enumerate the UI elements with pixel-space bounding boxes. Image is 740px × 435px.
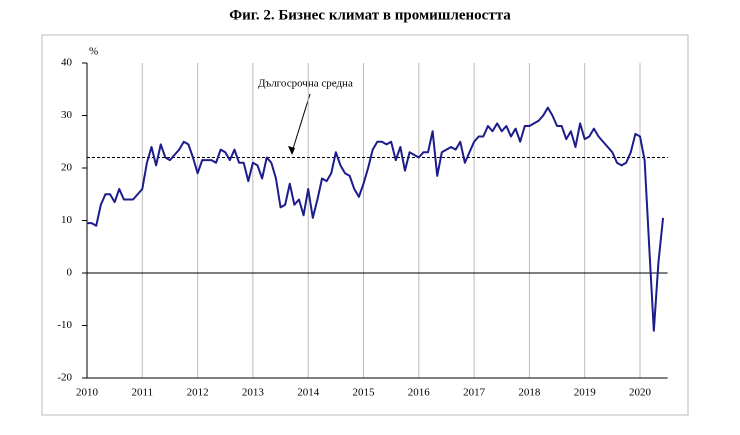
y-axis-label: % [89, 46, 98, 58]
y-tick-label: -10 [57, 319, 72, 331]
x-tick-label: 2010 [76, 387, 99, 399]
annotation: Дългосрочна средна [258, 78, 353, 90]
y-tick-label: 30 [61, 109, 73, 121]
x-tick-label: 2014 [297, 387, 320, 399]
x-tick-label: 2016 [408, 387, 431, 399]
x-tick-label: 2013 [242, 387, 265, 399]
x-tick-label: 2012 [187, 387, 209, 399]
chart-frame [41, 34, 689, 416]
x-tick-label: 2020 [629, 387, 652, 399]
y-tick-label: 0 [67, 267, 73, 279]
x-tick-label: 2017 [463, 387, 486, 399]
y-tick-label: -20 [57, 372, 72, 384]
x-tick-label: 2015 [353, 387, 376, 399]
arrow-head [288, 146, 295, 155]
data-line [87, 106, 665, 332]
x-tick-label: 2019 [574, 387, 597, 399]
y-tick-label: 10 [61, 214, 73, 226]
annotation-arrow [291, 93, 311, 153]
y-tick-label: 40 [61, 57, 73, 69]
y-tick-label: 20 [61, 162, 73, 174]
x-tick-label: 2011 [132, 387, 154, 399]
x-tick-label: 2018 [518, 387, 541, 399]
chart-title: Фиг. 2. Бизнес климат в промишлеността [229, 7, 511, 23]
